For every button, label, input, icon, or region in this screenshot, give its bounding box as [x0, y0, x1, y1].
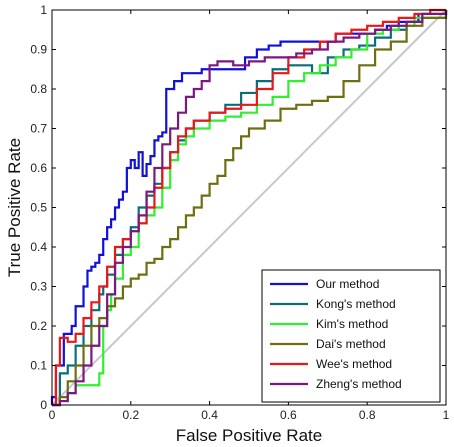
legend-label: Kong's method [316, 297, 396, 311]
y-tick-label: 0.5 [30, 201, 47, 215]
reference-diagonal-line [51, 9, 447, 406]
x-tick-label: 0.8 [359, 408, 376, 422]
legend-label: Dai's method [316, 337, 386, 351]
x-tick-label: 0.4 [201, 408, 218, 422]
y-tick-label: 0 [40, 398, 47, 412]
legend: Our method Kong's method Kim's method Dai's… [261, 269, 441, 403]
legend-label: Wee's method [316, 357, 392, 371]
x-tick-label: 0.6 [280, 408, 297, 422]
x-tick-label: 0 [49, 408, 56, 422]
series-line-dai-s-method [52, 10, 448, 407]
series-line-kim-s-method [52, 10, 448, 407]
legend-box [261, 269, 441, 403]
y-tick-label: 0.2 [30, 319, 47, 333]
series-line-zheng-s-method [52, 10, 448, 407]
y-tick-label: 1 [40, 3, 47, 17]
reference-diagonal-layer [51, 9, 447, 406]
y-tick-label: 0.3 [30, 280, 47, 294]
series-line-wee-s-method [52, 8, 446, 407]
y-tick-label: 0.6 [30, 161, 47, 175]
y-tick-label: 0.7 [30, 122, 47, 136]
y-axis-label: True Positive Rate [5, 138, 24, 277]
x-axis-ticks: 0 0.2 0.4 0.6 0.8 1 [49, 10, 450, 422]
legend-label: Zheng's method [316, 377, 402, 391]
y-tick-label: 0.9 [30, 43, 47, 57]
legend-label: Kim's method [316, 317, 388, 331]
x-tick-label: 0.2 [122, 408, 139, 422]
series-layer [50, 8, 448, 407]
y-tick-label: 0.1 [30, 359, 47, 373]
x-axis-label: False Positive Rate [176, 426, 322, 445]
y-tick-label: 0.4 [30, 240, 47, 254]
x-tick-label: 1 [443, 408, 450, 422]
y-tick-label: 0.8 [30, 82, 47, 96]
legend-label: Our method [316, 277, 379, 291]
y-axis-ticks: 0 0.1 0.2 0.3 0.4 0.5 0.6 0.7 0.8 0.9 1 [30, 3, 446, 412]
